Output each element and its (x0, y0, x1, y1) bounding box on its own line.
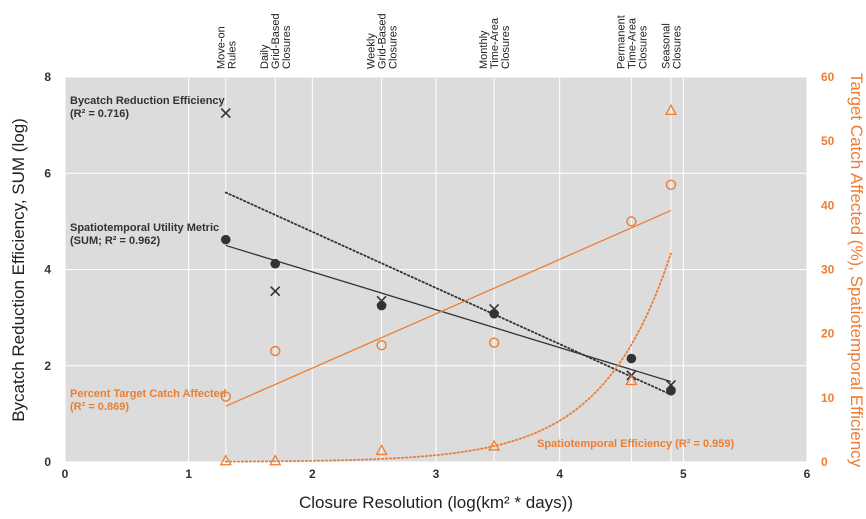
y2-tick-label: 10 (821, 391, 835, 405)
trendline-target_catch (225, 209, 672, 407)
category-label: Weekly (366, 33, 378, 69)
category-labels: Move-on Rules Daily Grid-Based Closures Weekl… (215, 13, 683, 69)
marker-triangle-spatiotemporal (269, 454, 282, 466)
y-tick-label: 0 (44, 455, 51, 469)
y2-tick-label: 60 (821, 70, 835, 84)
y-tick-label: 2 (44, 359, 51, 373)
fit-lines (224, 191, 672, 463)
category-label: Rules (226, 40, 238, 69)
marker-dot-utility (376, 300, 387, 311)
x-tick-label: 1 (185, 467, 192, 481)
marker-triangle-spatiotemporal (664, 104, 678, 116)
category-label: Closures (388, 25, 400, 69)
y2-tick-label: 50 (821, 134, 835, 148)
y2-tick-label: 30 (821, 263, 835, 277)
marker-circle-target_catch (626, 216, 637, 227)
x-tick-label: 0 (62, 467, 69, 481)
trendline-bycatch (224, 191, 672, 396)
trendline-spatiotemporal (224, 252, 672, 463)
marker-dot-utility (220, 234, 231, 245)
y2-tick-label: 40 (821, 198, 835, 212)
marker-triangle-spatiotemporal (219, 454, 232, 466)
y-axis-title: Bycatch Reduction Efficiency, SUM (log) (9, 118, 28, 422)
y-tick-label: 6 (44, 166, 51, 180)
marker-dot-utility (489, 308, 499, 319)
trendline-utility (225, 244, 672, 383)
annotation-bycatch: (R² = 0.716) (70, 108, 129, 120)
y2-axis-ticks: 0 10 20 30 40 50 60 (821, 70, 835, 469)
x-tick-label: 2 (309, 467, 316, 481)
gridlines (64, 76, 808, 463)
x-tick-label: 6 (804, 467, 811, 481)
x-axis-title: Closure Resolution (log(km² * days)) (299, 493, 573, 512)
marker-triangle-spatiotemporal (488, 439, 501, 451)
marker-x-bycatch (220, 108, 231, 119)
annotation-utility: (SUM; R² = 0.962) (70, 235, 160, 247)
category-label: Closures (637, 25, 649, 69)
annotation-target_catch: (R² = 0.869) (70, 401, 129, 413)
series-annotations: Bycatch Reduction Efficiency(R² = 0.716)… (70, 95, 734, 450)
category-label: Closures (500, 25, 512, 69)
marker-dot-utility (666, 385, 676, 396)
y-tick-label: 4 (44, 263, 51, 277)
marker-circle-target_catch (270, 345, 281, 357)
marker-circle-target_catch (488, 337, 500, 348)
marker-x-bycatch (270, 286, 281, 297)
marker-triangle-spatiotemporal (625, 374, 638, 386)
category-label: Daily (259, 44, 271, 69)
x-tick-label: 3 (433, 467, 440, 481)
y2-axis-title: Target Catch Affected (%), Spatiotempora… (847, 73, 866, 468)
x-tick-label: 4 (556, 467, 563, 481)
category-label: Permanent (615, 15, 627, 69)
annotation-bycatch: Bycatch Reduction Efficiency (70, 95, 226, 107)
category-label: Move-on (215, 26, 227, 69)
category-label: Grid-Based (270, 13, 282, 69)
category-label: Seasonal (660, 23, 672, 69)
category-label: Grid-Based (377, 13, 389, 69)
y-axis-ticks: 0 2 4 6 8 (44, 70, 51, 469)
category-label: Closures (671, 25, 683, 69)
marker-dot-utility (626, 353, 637, 364)
y2-tick-label: 0 (821, 455, 828, 469)
marker-dot-utility (270, 258, 281, 269)
annotation-target_catch: Percent Target Catch Affected (70, 388, 226, 400)
data-markers (219, 104, 678, 466)
y2-tick-label: 20 (821, 327, 835, 341)
x-axis-ticks: 0 1 2 3 4 5 6 (62, 467, 811, 481)
marker-circle-target_catch (376, 340, 387, 351)
category-label: Closures (281, 25, 293, 69)
x-tick-label: 5 (680, 467, 687, 481)
annotation-spatiotemporal: Spatiotemporal Efficiency (R² = 0.959) (537, 438, 734, 450)
annotation-utility: Spatiotemporal Utility Metric (70, 222, 219, 234)
category-label: Time-Area (626, 17, 638, 69)
category-label: Monthly (478, 30, 490, 69)
marker-circle-target_catch (220, 391, 231, 402)
category-label: Time-Area (489, 17, 501, 69)
marker-circle-target_catch (665, 179, 677, 191)
marker-triangle-spatiotemporal (375, 444, 388, 456)
y-tick-label: 8 (44, 70, 51, 84)
